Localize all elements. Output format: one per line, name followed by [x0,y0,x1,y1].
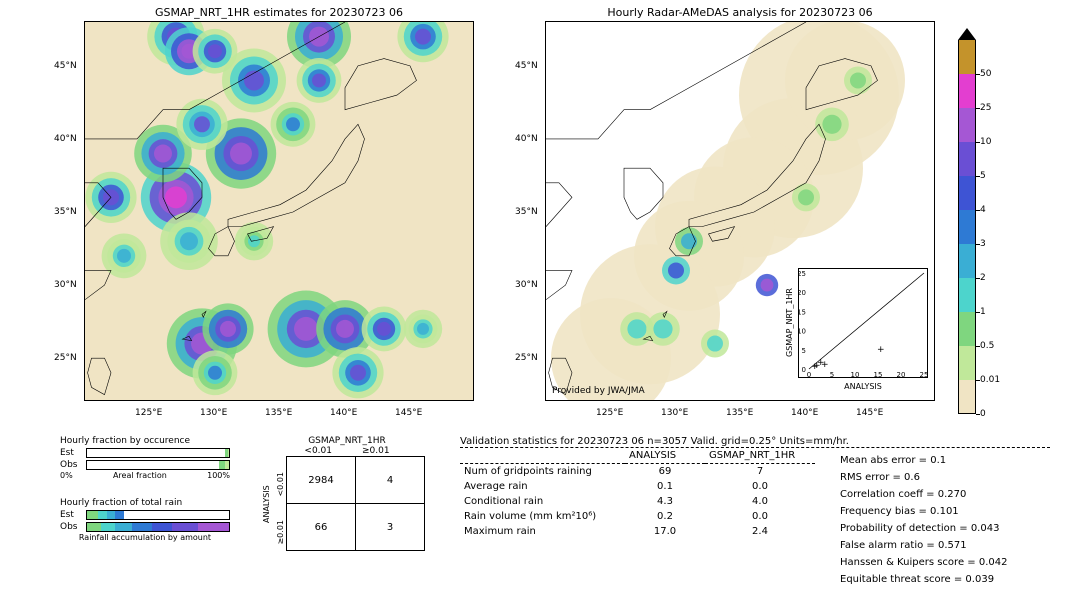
hourly-fraction-occurrence: Hourly fraction by occurence Est Obs 0%A… [60,436,230,480]
obs-occ-bar [86,460,230,470]
validation-metrics: Mean abs error = 0.1RMS error = 0.6Corre… [840,452,1007,588]
svg-text:10: 10 [851,371,860,379]
map2-title: Hourly Radar-AMeDAS analysis for 2023072… [545,6,935,19]
svg-text:10: 10 [799,328,806,336]
gsmap-estimate-panel: GSMAP_NRT_1HR estimates for 20230723 06 [84,6,474,401]
validation-header: Validation statistics for 20230723 06 n=… [460,436,1050,448]
hourly-fraction-total: Hourly fraction of total rain Est Obs Ra… [60,498,230,542]
obs-total-bar [86,522,230,532]
map2-credit: Provided by JWA/JMA [552,386,645,396]
est-occ-bar [86,448,230,458]
est-total-bar [86,510,230,520]
scatter-inset: + + + + + 0510152025 0510152025 ANALYSIS… [798,268,928,378]
frac-occ-title: Hourly fraction by occurence [60,436,230,446]
contingency-table: GSMAP_NRT_1HR <0.01≥0.01 ANALYSIS <0.01 … [262,436,432,552]
svg-text:5: 5 [830,371,834,379]
svg-text:0: 0 [802,366,806,374]
svg-text:+: + [877,345,885,355]
map1-plot [84,21,474,401]
svg-text:+: + [811,362,819,372]
svg-text:5: 5 [802,347,806,355]
svg-text:0: 0 [807,371,811,379]
colorbar: 00.010.512345102550 [958,28,976,414]
map2-plot: + + + + + 0510152025 0510152025 ANALYSIS… [545,21,935,401]
inset-ylabel: GSMAP_NRT_1HR [785,269,794,377]
svg-text:20: 20 [897,371,906,379]
radar-analysis-panel: Hourly Radar-AMeDAS analysis for 2023072… [545,6,935,401]
svg-text:+: + [821,360,829,370]
map1-title: GSMAP_NRT_1HR estimates for 20230723 06 [84,6,474,19]
svg-text:15: 15 [874,371,883,379]
inset-xlabel: ANALYSIS [799,382,927,391]
svg-text:25: 25 [920,371,929,379]
svg-text:25: 25 [799,270,806,278]
svg-text:15: 15 [799,308,806,316]
frac-total-title: Hourly fraction of total rain [60,498,230,508]
svg-text:20: 20 [799,289,806,297]
